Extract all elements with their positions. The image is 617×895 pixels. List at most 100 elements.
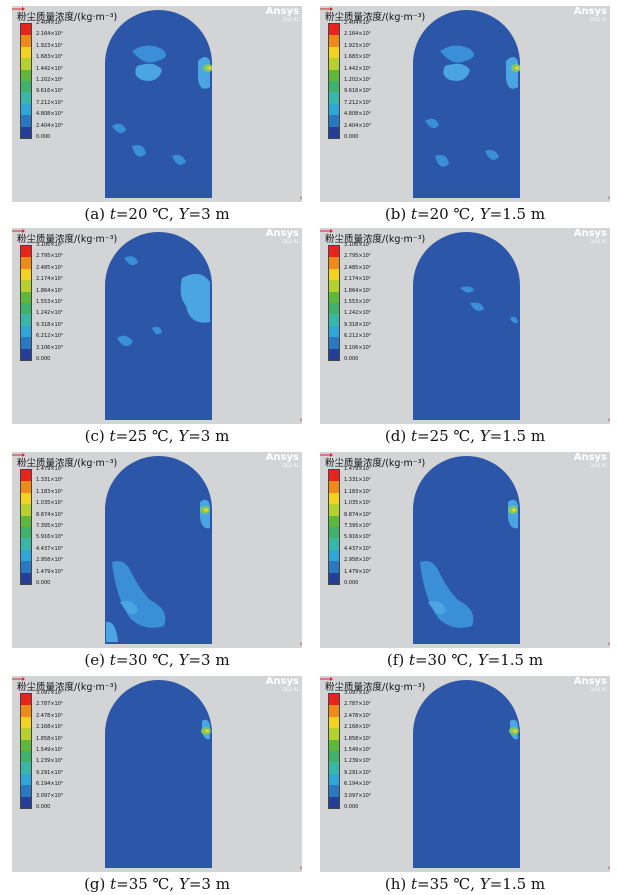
colorbar-tick-label: 2.404×10¹ <box>344 20 371 26</box>
colorbar-segment <box>329 470 339 482</box>
colorbar-tick-label: 1.479×10¹ <box>344 466 371 472</box>
colorbar-tick-label: 1.035×10¹ <box>36 500 63 507</box>
colorbar-segment <box>329 716 339 729</box>
colorbar-tick-label: 1.923×10¹ <box>344 42 371 49</box>
colorbar-title: 粉尘质量浓度/(kg·m⁻³) <box>17 458 118 469</box>
colorbar-tick-label: 1.549×10¹ <box>344 747 371 753</box>
dust-hotspot-core <box>207 66 211 70</box>
colorbar-tick-label: 7.395×10⁰ <box>344 523 371 529</box>
colorbar-tick-label: 9.291×10⁰ <box>344 769 371 776</box>
colorbar-tick-label: 9.318×10⁰ <box>36 321 63 328</box>
caption-y-value: =1.5 m <box>489 427 546 445</box>
colorbar-tick-label: 0.000 <box>344 356 359 362</box>
colorbar-tick-label: 1.035×10¹ <box>344 500 371 507</box>
colorbar-segment <box>21 785 31 797</box>
colorbar-segment <box>21 337 31 349</box>
contour-plot: 粉尘质量浓度/(kg·m⁻³) Ansys 2022 R1 3.097×10¹ 2.78… <box>12 676 302 872</box>
colorbar-title: 粉尘质量浓度/(kg·m⁻³) <box>17 12 118 23</box>
dust-patch <box>506 57 518 89</box>
colorbar-segment <box>21 246 31 258</box>
tunnel-cross-section <box>105 680 212 868</box>
caption-label: (g) <box>84 875 111 893</box>
caption-y-value: =3 m <box>188 875 230 893</box>
colorbar-segment <box>329 694 339 706</box>
colorbar-tick-label: 1.202×10¹ <box>36 77 63 83</box>
colorbar-segment <box>21 750 31 763</box>
colorbar-tick-label: 2.958×10⁰ <box>36 557 63 564</box>
caption-label: (c) <box>84 427 110 445</box>
colorbar-tick-label: 1.239×10¹ <box>344 758 371 765</box>
tunnel-domain <box>413 9 520 198</box>
colorbar <box>328 469 340 585</box>
caption-label: (e) <box>84 651 110 669</box>
colorbar-segment <box>21 325 31 338</box>
colorbar-segment <box>329 246 339 258</box>
tunnel-domain <box>413 680 520 868</box>
colorbar-tick-label: 2.795×10¹ <box>344 253 371 260</box>
dust-hotspot-core <box>513 729 517 733</box>
axis-triad-icon <box>320 677 333 681</box>
colorbar-tick-label: 1.479×10¹ <box>36 466 63 472</box>
caption-y-value: =3 m <box>188 205 230 223</box>
colorbar-tick-label: 7.212×10⁰ <box>344 99 371 106</box>
colorbar-tick-label: 9.616×10⁰ <box>344 88 371 95</box>
axis-label: x <box>607 417 610 422</box>
colorbar-segment <box>21 538 31 550</box>
colorbar-tick-label: 1.858×10¹ <box>36 735 63 742</box>
dust-patch <box>124 256 138 266</box>
dust-patch <box>435 155 449 167</box>
colorbar-segment <box>21 80 31 93</box>
colorbar-segment <box>329 325 339 338</box>
colorbar-tick-label: 1.183×10¹ <box>344 488 371 495</box>
colorbar-segment <box>21 694 31 706</box>
caption-t: t <box>411 875 418 893</box>
contour-plot: 粉尘质量浓度/(kg·m⁻³) Ansys 2022 R1 2.404×10¹ 2.16… <box>320 6 610 202</box>
caption-y: Y <box>479 205 490 223</box>
contour-panel-c: 粉尘质量浓度/(kg·m⁻³) Ansys 2022 R1 3.106×10¹ 2.79… <box>12 228 302 445</box>
caption-t: t <box>109 651 116 669</box>
colorbar-tick-label: 2.168×10¹ <box>36 724 63 731</box>
ansys-version: 2022 R1 <box>282 687 299 692</box>
axis-triad-icon <box>12 7 25 11</box>
dust-patch <box>152 326 162 335</box>
panel-caption: (b) t=20 ℃, Y=1.5 m <box>320 205 610 223</box>
colorbar <box>20 693 32 809</box>
colorbar-title: 粉尘质量浓度/(kg·m⁻³) <box>325 682 426 693</box>
colorbar-tick-label: 2.787×10¹ <box>344 701 371 708</box>
colorbar-tick-label: 2.787×10¹ <box>36 701 63 708</box>
panel-caption: (e) t=30 ℃, Y=3 m <box>12 651 302 669</box>
dust-hotspot-core <box>204 508 208 512</box>
dust-patch <box>132 45 166 63</box>
colorbar-tick-label: 3.097×10¹ <box>344 690 371 696</box>
tunnel-cross-section <box>105 9 212 198</box>
dust-hotspot-core <box>515 66 519 70</box>
colorbar-segment <box>329 46 339 59</box>
caption-label: (d) <box>384 427 411 445</box>
contour-plot: 粉尘质量浓度/(kg·m⁻³) Ansys 2022 R1 2.404×10¹ 2.16… <box>12 6 302 202</box>
colorbar-tick-label: 2.164×10¹ <box>36 31 63 38</box>
caption-label: (b) <box>384 205 411 223</box>
colorbar-segment <box>329 115 339 127</box>
tunnel-cross-section <box>413 680 520 868</box>
caption-t: t <box>109 205 116 223</box>
colorbar-segment <box>21 69 31 81</box>
colorbar-tick-label: 4.808×10⁰ <box>344 111 371 118</box>
dust-patch <box>440 45 474 63</box>
dust-patch <box>180 273 210 323</box>
caption-y-value: =1.5 m <box>489 875 546 893</box>
colorbar-tick-label: 1.549×10¹ <box>36 747 63 753</box>
colorbar-tick-label: 2.478×10¹ <box>36 712 63 719</box>
dust-patch <box>106 621 118 642</box>
colorbar-segment <box>329 538 339 550</box>
dust-patch <box>420 561 474 628</box>
colorbar-segment <box>21 35 31 47</box>
contour-plot: 粉尘质量浓度/(kg·m⁻³) Ansys 2022 R1 1.479×10¹ 1.33… <box>320 452 610 648</box>
caption-t-value: =20 ℃, <box>115 205 179 223</box>
panel-caption: (d) t=25 ℃, Y=1.5 m <box>320 427 610 445</box>
tunnel-domain <box>413 232 520 420</box>
contour-panel-f: 粉尘质量浓度/(kg·m⁻³) Ansys 2022 R1 1.479×10¹ 1.33… <box>320 452 610 669</box>
caption-t: t <box>410 205 418 223</box>
colorbar-tick-label: 4.808×10⁰ <box>36 111 63 118</box>
colorbar-segment <box>21 58 31 70</box>
colorbar-title: 粉尘质量浓度/(kg·m⁻³) <box>17 234 118 245</box>
